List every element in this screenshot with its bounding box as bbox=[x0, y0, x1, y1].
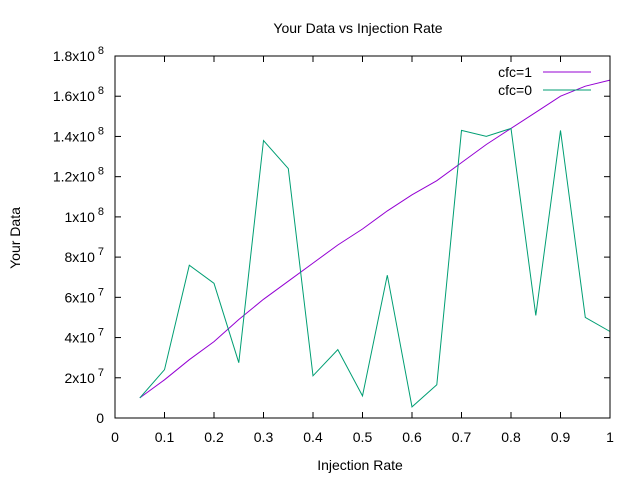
x-tick-label: 0.2 bbox=[204, 429, 224, 445]
chart-title: Your Data vs Injection Rate bbox=[273, 20, 442, 36]
y-axis-title: Your Data bbox=[7, 207, 23, 269]
y-tick-exponent: 7 bbox=[98, 367, 104, 379]
x-tick-label: 0.6 bbox=[402, 429, 422, 445]
y-tick-label: 0 bbox=[96, 410, 104, 426]
y-tick-label: 1x10 8 bbox=[65, 206, 104, 225]
x-tick-label: 0.5 bbox=[353, 429, 373, 445]
legend-label: cfc=0 bbox=[498, 82, 532, 98]
y-tick-label: 4x10 7 bbox=[65, 327, 104, 346]
legend-label: cfc=1 bbox=[498, 64, 532, 80]
y-tick-label: 2x10 7 bbox=[65, 367, 104, 386]
y-tick-mantissa: 1x10 bbox=[65, 209, 96, 225]
y-tick-exponent: 8 bbox=[98, 125, 104, 137]
y-tick-mantissa: 6x10 bbox=[65, 289, 96, 305]
y-tick-label: 6x10 7 bbox=[65, 286, 104, 305]
x-tick-label: 0.8 bbox=[501, 429, 521, 445]
y-tick-exponent: 8 bbox=[98, 166, 104, 178]
x-tick-label: 0.7 bbox=[452, 429, 472, 445]
plot-frame bbox=[114, 55, 611, 419]
x-tick-label: 0.1 bbox=[155, 429, 175, 445]
legend: cfc=1 cfc=0 bbox=[498, 64, 591, 98]
x-tick-label: 0 bbox=[111, 429, 119, 445]
y-tick-exponent: 7 bbox=[98, 246, 104, 258]
series-layer bbox=[139, 79, 611, 408]
y-tick-label: 1.6x10 8 bbox=[53, 85, 104, 104]
y-tick-mantissa: 1.6x10 bbox=[53, 88, 95, 104]
y-tick-exponent: 7 bbox=[98, 327, 104, 339]
y-tick-label: 8x10 7 bbox=[65, 246, 104, 265]
series-line-cfc-0 bbox=[139, 127, 611, 408]
y-tick-mantissa: 1.8x10 bbox=[53, 48, 95, 64]
x-tick-label: 0.9 bbox=[551, 429, 571, 445]
y-tick-exponent: 8 bbox=[98, 85, 104, 97]
y-tick-mantissa: 2x10 bbox=[65, 370, 96, 386]
y-tick-exponent: 8 bbox=[98, 45, 104, 57]
x-tick-label: 0.4 bbox=[303, 429, 323, 445]
y-tick-exponent: 8 bbox=[98, 206, 104, 218]
y-tick-mantissa: 4x10 bbox=[65, 330, 96, 346]
series-line-cfc-1 bbox=[139, 79, 611, 399]
x-tick-label: 0.3 bbox=[254, 429, 274, 445]
y-tick-mantissa: 1.4x10 bbox=[53, 128, 95, 144]
y-tick-exponent: 7 bbox=[98, 286, 104, 298]
y-tick-mantissa: 0 bbox=[96, 410, 104, 426]
y-tick-mantissa: 8x10 bbox=[65, 249, 96, 265]
y-tick-label: 1.8x10 8 bbox=[53, 45, 104, 64]
y-tick-label: 1.4x10 8 bbox=[53, 125, 104, 144]
x-tick-label: 1 bbox=[606, 429, 614, 445]
y-tick-mantissa: 1.2x10 bbox=[53, 169, 95, 185]
x-axis-title: Injection Rate bbox=[317, 457, 403, 473]
y-tick-label: 1.2x10 8 bbox=[53, 166, 104, 185]
